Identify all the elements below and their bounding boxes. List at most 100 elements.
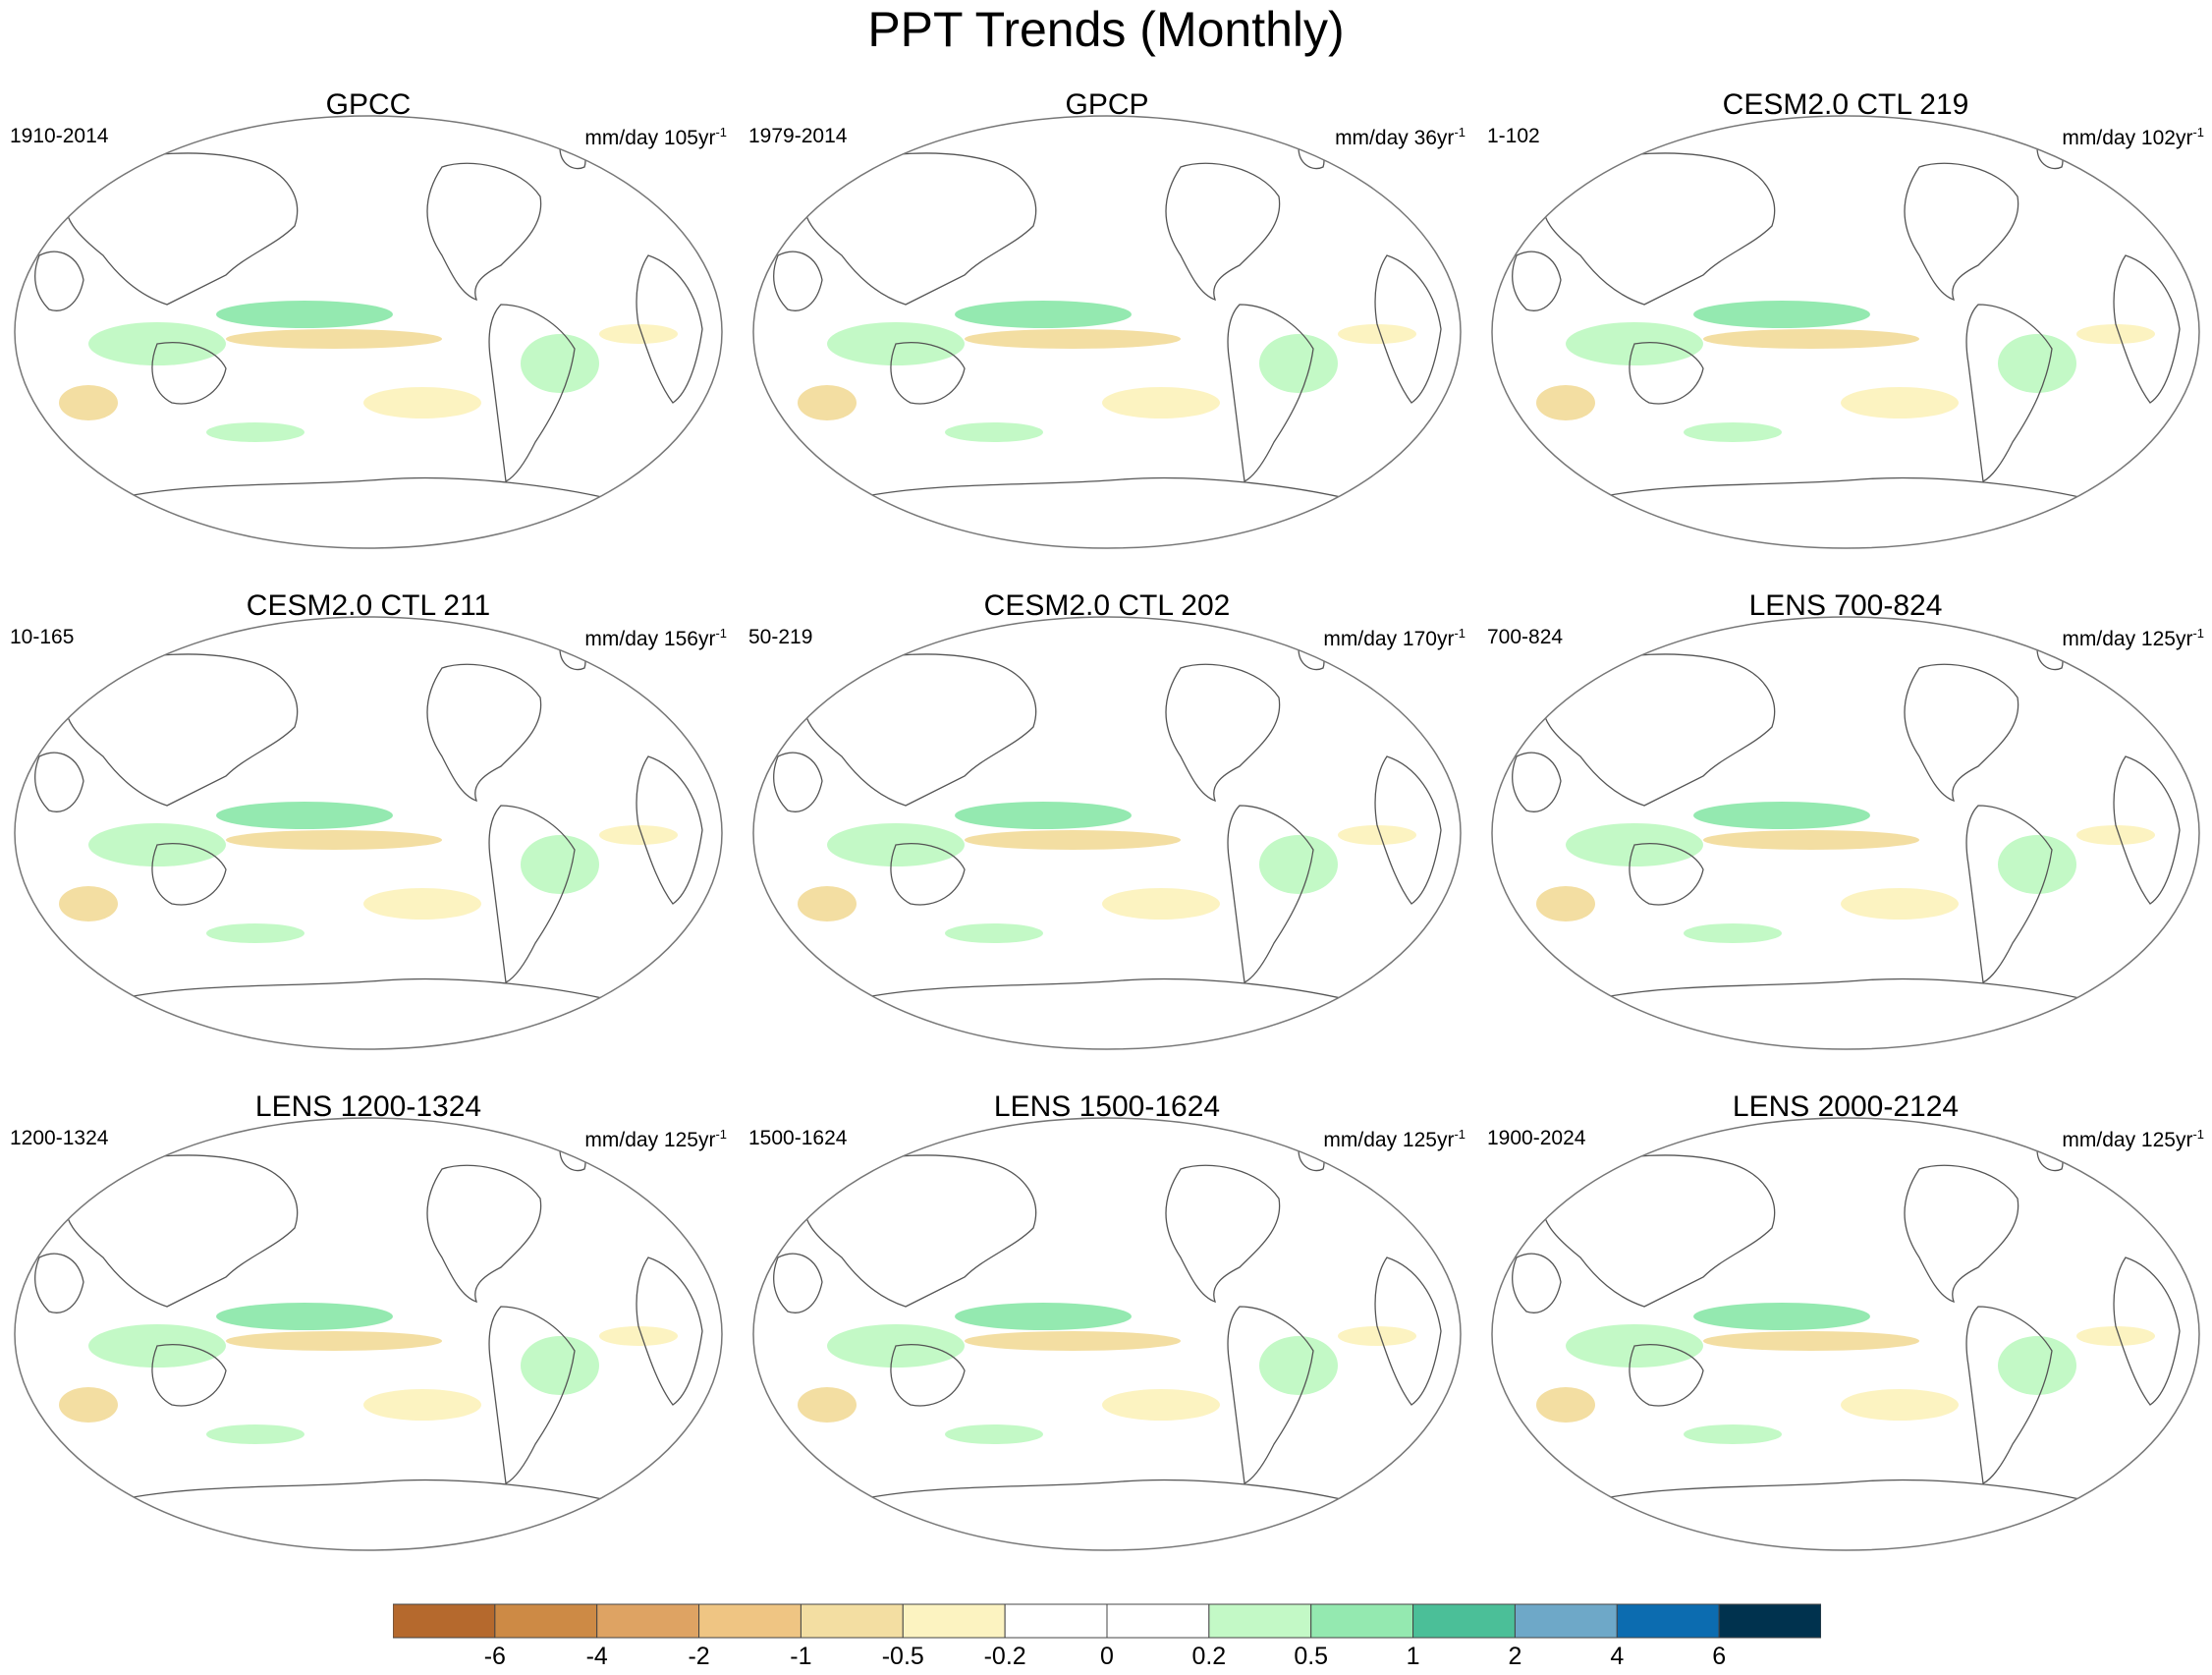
trend-field [34, 646, 703, 1003]
panel-period: 1200-1324 [10, 1127, 109, 1149]
trend-region [955, 301, 1132, 328]
trend-region [59, 886, 118, 921]
panel-units: mm/day 125yr-1 [2062, 621, 2204, 652]
trend-region [965, 1331, 1181, 1351]
trend-region [798, 1387, 857, 1423]
trend-region [363, 1389, 481, 1421]
colorbar [393, 1603, 1821, 1639]
panel-title: GPCC [325, 88, 412, 121]
units-text: mm/day 170yr [1323, 628, 1455, 650]
panel-units: mm/day 105yr-1 [584, 120, 727, 151]
units-text: mm/day 156yr [584, 628, 716, 650]
world-map [752, 1117, 1462, 1551]
units-exponent: -1 [2192, 626, 2204, 641]
colorbar-swatch [1310, 1603, 1414, 1639]
world-map [14, 616, 723, 1050]
colorbar-label: 0 [1100, 1643, 1114, 1670]
trend-field [1512, 145, 2181, 502]
trend-region [1998, 1336, 2076, 1395]
trend-region [521, 334, 599, 393]
map-panel: GPCC 1910-2014 mm/day 105yr-1 [0, 88, 737, 560]
colorbar-swatch [1514, 1603, 1618, 1639]
world-map [1491, 616, 2200, 1050]
trend-field [1512, 646, 2181, 1003]
map-panel: CESM2.0 CTL 202 50-219 mm/day 170yr-1 [739, 589, 1475, 1061]
panel-period: 1910-2014 [10, 125, 109, 147]
globe-outline [1491, 616, 2200, 1050]
colorbar-label: 2 [1508, 1643, 1522, 1670]
colorbar-swatch [1718, 1603, 1821, 1639]
trend-field [773, 646, 1442, 1003]
panel-units: mm/day 102yr-1 [2062, 120, 2204, 151]
units-text: mm/day 125yr [1323, 1129, 1455, 1151]
map-panel: LENS 700-824 700-824 mm/day 125yr-1 [1477, 589, 2212, 1061]
panel-title: CESM2.0 CTL 219 [1722, 88, 1969, 121]
trend-region [798, 385, 857, 420]
trend-region [1703, 830, 1919, 850]
colorbar-swatch [698, 1603, 802, 1639]
trend-region [59, 1387, 118, 1423]
trend-region [1998, 334, 2076, 393]
coastlines [1512, 1147, 2181, 1504]
trend-region [1684, 1424, 1782, 1444]
colorbar-swatch [494, 1603, 598, 1639]
trend-region [955, 802, 1132, 829]
trend-region [1841, 1389, 1959, 1421]
trend-region [945, 923, 1043, 943]
world-map [14, 115, 723, 549]
map-panel: GPCP 1979-2014 mm/day 36yr-1 [739, 88, 1475, 560]
trend-region [2076, 1326, 2155, 1346]
coastlines [773, 145, 1442, 502]
trend-region [599, 1326, 678, 1346]
trend-region [1703, 329, 1919, 349]
world-map [1491, 1117, 2200, 1551]
trend-region [1259, 835, 1338, 894]
trend-region [1536, 385, 1595, 420]
trend-region [1693, 802, 1870, 829]
colorbar-swatch [596, 1603, 700, 1639]
trend-region [226, 830, 442, 850]
trend-region [1693, 301, 1870, 328]
coastlines [773, 646, 1442, 1003]
colorbar-label: -1 [790, 1643, 812, 1670]
trend-region [1536, 886, 1595, 921]
panel-period: 1979-2014 [748, 125, 848, 147]
globe-outline [752, 1117, 1462, 1551]
trend-region [1693, 1303, 1870, 1330]
panel-title: LENS 1500-1624 [993, 1090, 1221, 1123]
units-exponent: -1 [2192, 1127, 2204, 1142]
trend-region [1684, 422, 1782, 442]
units-exponent: -1 [1454, 125, 1465, 140]
world-map [752, 115, 1462, 549]
panel-title: LENS 1200-1324 [254, 1090, 482, 1123]
trend-region [1102, 387, 1220, 419]
map-panel: LENS 2000-2124 1900-2024 mm/day 125yr-1 [1477, 1090, 2212, 1562]
trend-region [363, 888, 481, 920]
map-panel: LENS 1500-1624 1500-1624 mm/day 125yr-1 [739, 1090, 1475, 1562]
trend-field [773, 1147, 1442, 1504]
trend-region [216, 1303, 393, 1330]
colorbar-swatch [393, 1603, 496, 1639]
trend-field [34, 1147, 703, 1504]
colorbar-label: -2 [688, 1643, 710, 1670]
trend-region [1338, 825, 1416, 845]
panel-period: 50-219 [748, 626, 813, 648]
trend-region [965, 830, 1181, 850]
trend-region [206, 923, 304, 943]
trend-region [521, 835, 599, 894]
panel-title: GPCP [1065, 88, 1149, 121]
trend-region [599, 825, 678, 845]
world-map [1491, 115, 2200, 549]
trend-region [945, 1424, 1043, 1444]
globe-outline [1491, 115, 2200, 549]
trend-region [1102, 1389, 1220, 1421]
globe-outline [752, 115, 1462, 549]
colorbar-swatch [1616, 1603, 1720, 1639]
trend-region [1102, 888, 1220, 920]
world-map [752, 616, 1462, 1050]
trend-region [1338, 1326, 1416, 1346]
colorbar-swatch [1004, 1603, 1108, 1639]
trend-region [363, 387, 481, 419]
panel-title: CESM2.0 CTL 211 [246, 589, 491, 622]
trend-region [2076, 825, 2155, 845]
